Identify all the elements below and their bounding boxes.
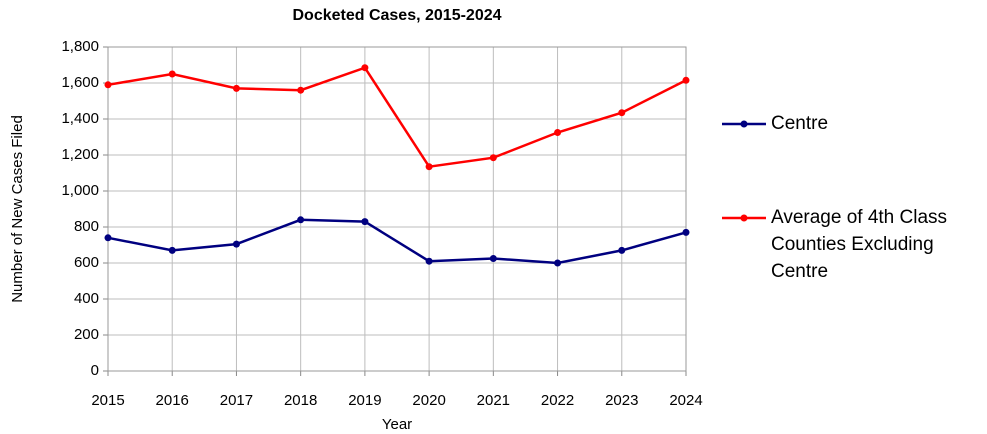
series-line <box>107 66 687 169</box>
data-point <box>554 259 562 267</box>
legend-marker <box>740 120 748 128</box>
data-point <box>104 234 112 242</box>
plot-frame <box>107 46 687 372</box>
y-tick-label: 200 <box>74 326 99 343</box>
y-tick-label: 1,800 <box>61 38 99 55</box>
legend-marker <box>740 214 748 222</box>
x-tick-label: 2017 <box>220 392 253 409</box>
data-point <box>168 70 176 78</box>
x-tick-label: 2016 <box>156 392 189 409</box>
data-point <box>297 216 305 224</box>
data-point <box>425 163 433 171</box>
y-tick-label: 1,000 <box>61 182 99 199</box>
data-point <box>489 154 497 162</box>
y-tick-label: 400 <box>74 290 99 307</box>
x-tick-label: 2022 <box>541 392 574 409</box>
y-tick-label: 1,400 <box>61 110 99 127</box>
x-tick-label: 2021 <box>477 392 510 409</box>
y-axis-label: Number of New Cases Filed <box>9 115 26 303</box>
y-tick-label: 800 <box>74 218 99 235</box>
data-point <box>682 228 690 236</box>
data-point <box>232 84 240 92</box>
y-tick-label: 1,200 <box>61 146 99 163</box>
y-tick-label: 600 <box>74 254 99 271</box>
data-point <box>554 129 562 136</box>
data-point <box>425 257 433 265</box>
y-tick-label: 1,600 <box>61 74 99 91</box>
x-tick-label: 2018 <box>284 392 317 409</box>
legend-label: Average of 4th Class Counties Excluding … <box>771 207 948 282</box>
data-point <box>618 109 626 117</box>
data-point <box>168 246 176 254</box>
data-point <box>232 240 240 248</box>
legend-label: Centre <box>771 113 829 134</box>
series-line <box>107 218 687 265</box>
data-point <box>297 86 305 94</box>
data-point <box>682 76 690 84</box>
x-tick-label: 2015 <box>91 392 124 409</box>
y-tick-label: 0 <box>91 362 99 379</box>
x-tick-label: 2020 <box>412 392 445 409</box>
data-point <box>361 64 369 72</box>
data-point <box>104 81 112 89</box>
data-point <box>618 246 626 254</box>
x-tick-label: 2019 <box>348 392 381 409</box>
data-point <box>489 255 497 262</box>
x-axis-label: Year <box>382 416 412 433</box>
x-tick-label: 2023 <box>605 392 638 409</box>
data-point <box>361 218 369 226</box>
x-tick-label: 2024 <box>669 392 702 409</box>
chart-title: Docketed Cases, 2015-2024 <box>292 7 501 24</box>
